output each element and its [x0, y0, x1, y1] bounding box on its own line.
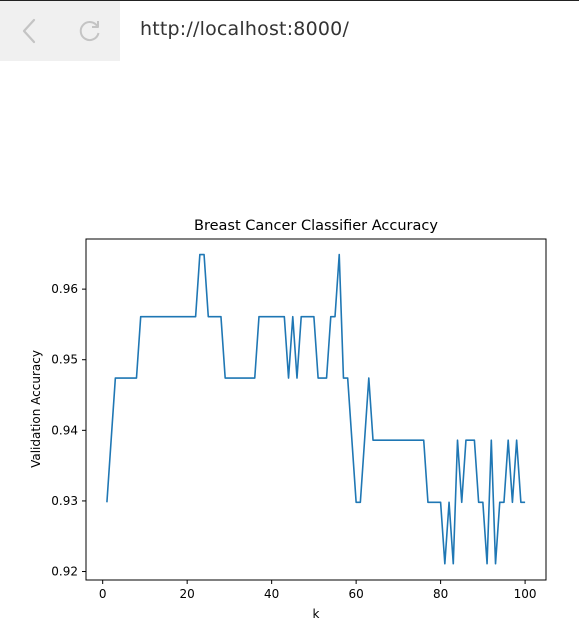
chart-container: Breast Cancer Classifier Accuracy 0 20 40 6…	[0, 205, 579, 635]
browser-toolbar: http://localhost:8000/	[0, 0, 579, 61]
x-tick-label: 40	[264, 587, 279, 601]
chart-title: Breast Cancer Classifier Accuracy	[194, 218, 438, 234]
y-tick-label: 0.93	[51, 494, 78, 508]
y-tick-label: 0.94	[51, 423, 78, 437]
x-tick-label: 80	[433, 587, 448, 601]
plot-area	[106, 253, 526, 565]
y-tick-label: 0.96	[51, 282, 78, 296]
back-button[interactable]	[0, 1, 60, 61]
x-tick-label: 20	[180, 587, 195, 601]
chevron-left-icon	[22, 18, 36, 44]
reload-icon	[79, 21, 100, 42]
y-tick-label: 0.95	[51, 353, 78, 367]
reload-button[interactable]	[60, 1, 120, 61]
y-axis-ticks: 0.92 0.93 0.94 0.95 0.96	[51, 282, 86, 579]
y-axis-label: Validation Accuracy	[29, 350, 43, 468]
x-tick-label: 60	[348, 587, 363, 601]
y-tick-label: 0.92	[51, 565, 78, 579]
series-line-0	[106, 253, 526, 565]
axes-frame	[85, 238, 547, 581]
x-axis-label: k	[313, 607, 320, 621]
address-bar[interactable]: http://localhost:8000/	[140, 18, 350, 40]
nav-buttons	[0, 1, 120, 61]
accuracy-line-chart: Breast Cancer Classifier Accuracy 0 20 40 6…	[29, 218, 547, 621]
x-tick-label: 100	[514, 587, 537, 601]
x-tick-label: 0	[99, 587, 107, 601]
x-axis-ticks: 0 20 40 60 80 100	[99, 580, 537, 601]
